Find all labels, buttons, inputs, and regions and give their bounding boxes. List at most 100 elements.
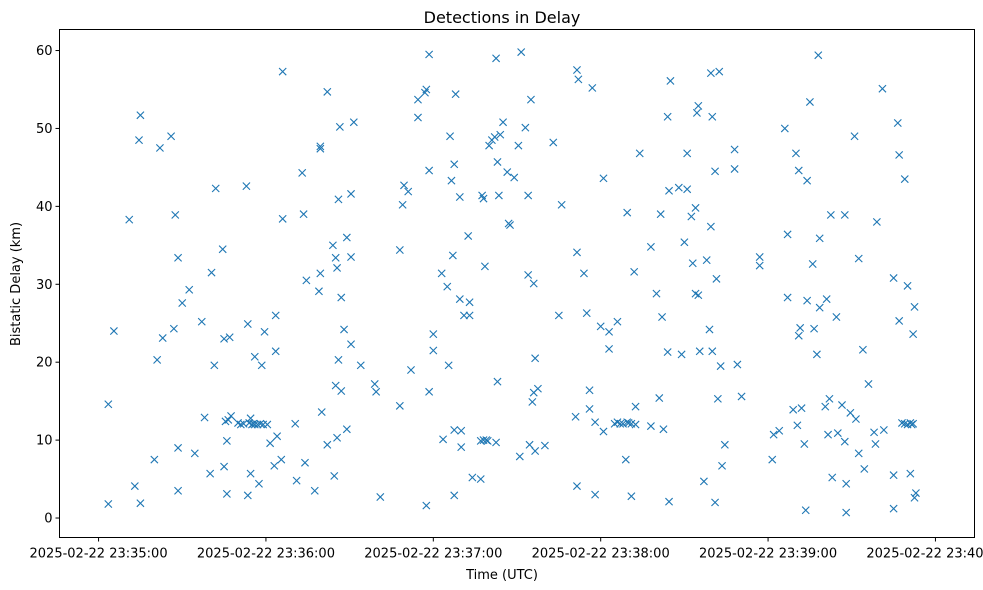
data-point bbox=[794, 331, 803, 340]
data-point bbox=[263, 420, 272, 429]
data-point bbox=[571, 412, 580, 421]
data-point bbox=[476, 475, 485, 484]
data-point bbox=[317, 408, 326, 417]
data-point bbox=[457, 426, 466, 435]
data-point bbox=[769, 430, 778, 439]
data-point bbox=[153, 355, 162, 364]
data-point bbox=[407, 365, 415, 374]
x-axis-label: Time (UTC) bbox=[465, 568, 538, 583]
data-point bbox=[207, 268, 216, 277]
data-point bbox=[655, 394, 664, 403]
data-point bbox=[800, 440, 809, 448]
data-point bbox=[292, 476, 301, 485]
data-point bbox=[549, 138, 558, 147]
data-point bbox=[224, 415, 233, 424]
data-point bbox=[349, 118, 358, 127]
data-point bbox=[211, 184, 220, 193]
data-point bbox=[730, 164, 739, 173]
data-point bbox=[893, 119, 902, 127]
data-point bbox=[468, 473, 477, 482]
data-point bbox=[694, 101, 703, 110]
y-tick-label: 30 bbox=[36, 278, 53, 293]
data-point bbox=[711, 167, 720, 176]
data-point bbox=[840, 437, 849, 446]
data-point bbox=[517, 48, 526, 57]
data-point bbox=[803, 296, 812, 305]
data-point bbox=[347, 189, 356, 198]
data-point bbox=[864, 380, 873, 388]
data-point bbox=[334, 195, 343, 204]
data-point bbox=[900, 175, 909, 184]
data-point bbox=[310, 486, 319, 495]
data-point bbox=[422, 501, 431, 510]
data-point bbox=[510, 173, 519, 182]
data-point bbox=[529, 279, 538, 288]
data-point bbox=[635, 149, 644, 158]
data-point bbox=[425, 50, 434, 59]
data-point bbox=[370, 380, 379, 388]
data-point bbox=[490, 133, 499, 142]
data-point bbox=[314, 287, 323, 296]
data-point bbox=[585, 386, 594, 395]
data-point bbox=[850, 132, 859, 141]
data-point bbox=[400, 181, 409, 190]
data-point bbox=[694, 291, 703, 300]
data-point bbox=[646, 242, 655, 251]
data-point bbox=[903, 281, 912, 290]
data-point bbox=[323, 87, 332, 96]
data-point bbox=[805, 97, 814, 106]
data-point bbox=[335, 122, 344, 131]
data-point bbox=[257, 361, 266, 370]
data-point bbox=[323, 440, 332, 449]
data-point bbox=[691, 203, 700, 212]
data-point bbox=[854, 254, 863, 263]
data-point bbox=[533, 384, 542, 393]
x-tick-label: 2025-02-22 23:36:00 bbox=[197, 547, 335, 562]
data-point bbox=[347, 340, 356, 349]
data-point bbox=[540, 441, 549, 450]
data-point bbox=[688, 259, 697, 268]
data-point bbox=[242, 182, 251, 191]
y-axis-label: Bistatic Delay (km) bbox=[9, 222, 24, 346]
data-point bbox=[870, 428, 879, 437]
data-point bbox=[337, 387, 346, 396]
y-tick-label: 40 bbox=[36, 200, 53, 215]
data-point bbox=[340, 325, 349, 334]
data-point bbox=[300, 458, 309, 467]
data-point bbox=[450, 160, 459, 169]
data-point bbox=[395, 401, 404, 410]
data-point bbox=[851, 415, 860, 424]
data-point bbox=[451, 90, 460, 99]
data-point bbox=[858, 345, 867, 354]
data-point bbox=[496, 130, 505, 139]
data-point bbox=[840, 210, 849, 219]
data-point bbox=[422, 85, 431, 94]
data-point bbox=[253, 420, 262, 429]
data-point bbox=[109, 327, 118, 336]
data-point bbox=[266, 439, 275, 448]
data-point bbox=[492, 438, 501, 447]
data-point bbox=[316, 269, 325, 278]
data-point bbox=[271, 347, 280, 356]
data-point bbox=[483, 436, 492, 445]
data-point bbox=[210, 361, 219, 370]
data-point bbox=[425, 387, 434, 396]
data-point bbox=[730, 145, 739, 154]
data-point bbox=[624, 418, 633, 427]
data-point bbox=[125, 215, 134, 224]
data-point bbox=[708, 112, 717, 121]
data-point bbox=[572, 482, 581, 491]
data-point bbox=[768, 455, 777, 464]
data-point bbox=[521, 123, 530, 132]
data-point bbox=[337, 293, 346, 302]
data-point bbox=[277, 455, 286, 464]
data-point bbox=[755, 261, 764, 270]
data-point bbox=[706, 222, 715, 231]
data-point bbox=[485, 141, 494, 150]
data-point bbox=[854, 449, 863, 458]
data-point bbox=[220, 462, 229, 471]
data-point bbox=[826, 210, 835, 219]
data-point bbox=[627, 492, 636, 501]
